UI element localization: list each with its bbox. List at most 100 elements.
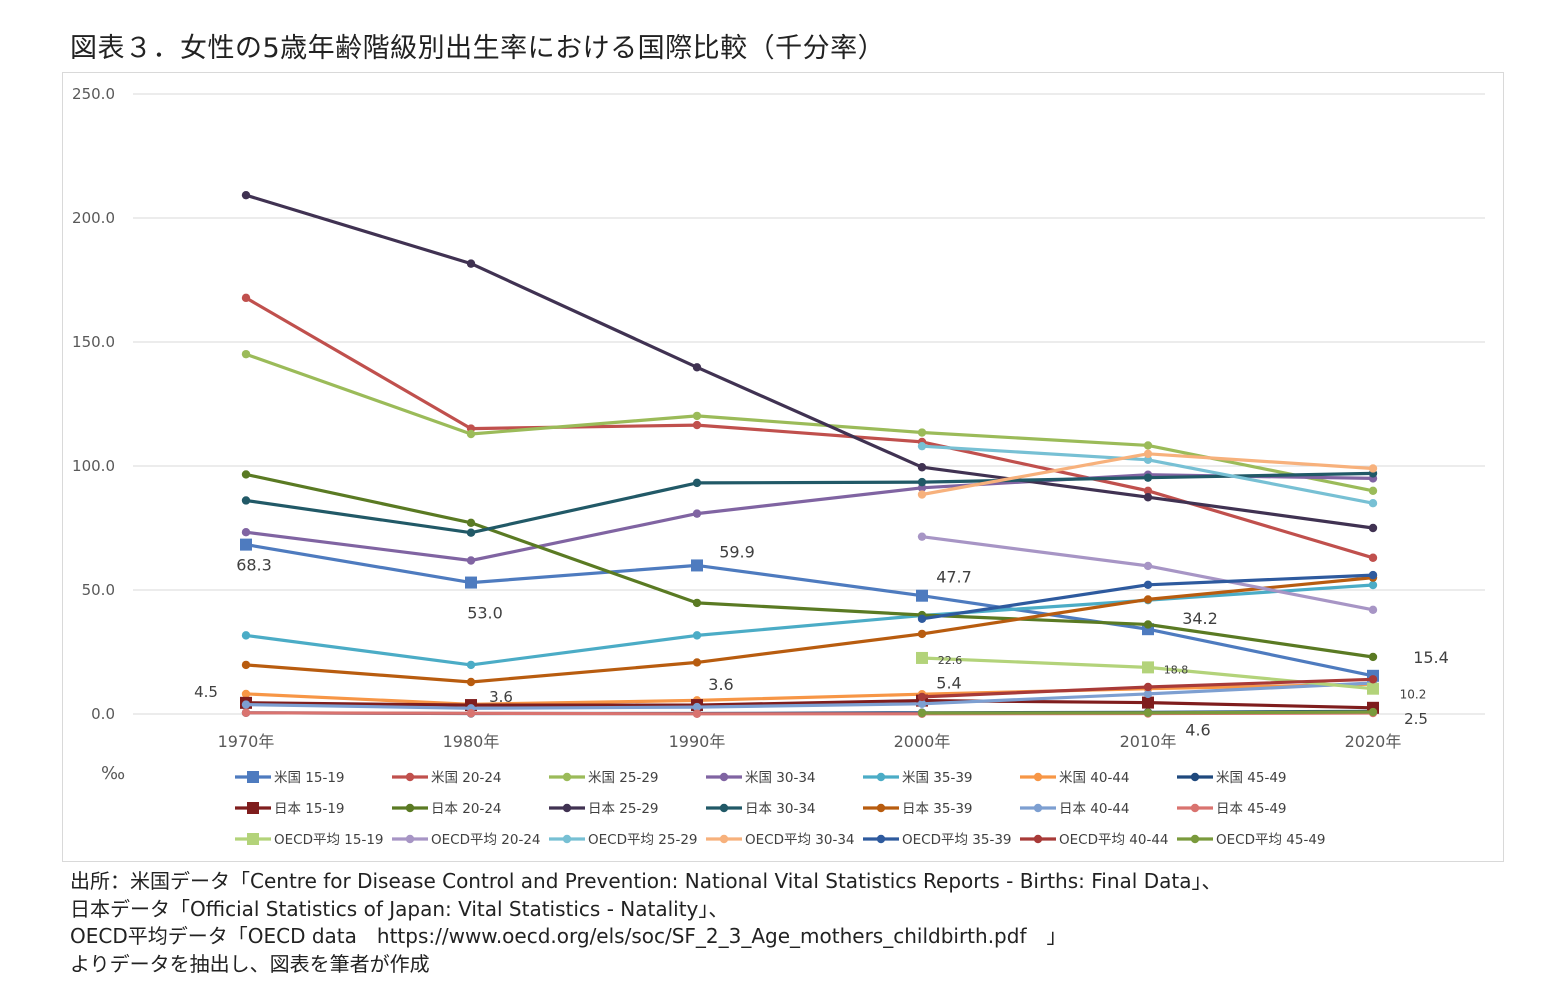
data-point — [241, 190, 251, 200]
legend-item: 日本 30-34 — [706, 801, 816, 817]
series-米国-30-34 — [241, 470, 1378, 565]
legend-item: OECD平均 40-44 — [1020, 832, 1169, 848]
data-point — [1143, 493, 1153, 502]
data-point — [692, 631, 702, 640]
series-OECD平均-45-49 — [917, 707, 1378, 718]
data-point — [466, 518, 476, 527]
data-point — [917, 428, 927, 437]
legend-item: 日本 15-19 — [235, 801, 345, 817]
data-point — [241, 528, 251, 537]
legend-label: OECD平均 25-29 — [588, 832, 698, 848]
data-point — [692, 658, 702, 667]
data-point — [1143, 708, 1153, 717]
legend-label: 日本 20-24 — [431, 801, 502, 817]
data-point — [1368, 570, 1378, 580]
legend-swatch-marker — [405, 803, 415, 813]
legend-swatch-marker — [719, 772, 729, 782]
legend-item: 日本 40-44 — [1020, 801, 1130, 817]
legend-label: 日本 35-39 — [902, 801, 973, 817]
legend-label: 米国 30-34 — [745, 770, 816, 786]
series-日本-20-24 — [241, 470, 1378, 662]
legend-swatch-marker — [247, 833, 259, 845]
legend-item: 米国 40-44 — [1020, 770, 1130, 786]
data-point — [1368, 605, 1378, 615]
legend-swatch-marker — [876, 803, 886, 813]
data-point — [917, 477, 927, 487]
data-point — [241, 689, 251, 699]
data-point — [692, 509, 702, 518]
data-label: 34.2 — [1182, 609, 1218, 628]
data-label: 22.6 — [938, 654, 963, 667]
legend-swatch-marker — [719, 834, 729, 844]
data-point — [1143, 682, 1153, 692]
legend-swatch-marker — [562, 803, 572, 813]
legend-label: OECD平均 15-19 — [274, 832, 384, 848]
series-日本-30-34 — [241, 469, 1378, 537]
legend-label: 米国 20-24 — [431, 770, 502, 786]
data-point — [917, 441, 927, 451]
legend-label: 日本 40-44 — [1059, 801, 1130, 817]
series-米国-15-19 — [240, 538, 1379, 682]
data-label: 3.6 — [489, 688, 513, 706]
legend-swatch-marker — [247, 802, 259, 814]
data-point — [1143, 455, 1153, 464]
chart-frame: 0.0 50.0 100.0 150.0 200.0 250.0 1970年 1980年 199… — [62, 72, 1504, 862]
data-point — [916, 589, 928, 602]
legend-item: 日本 35-39 — [863, 801, 973, 817]
legend-item: 米国 30-34 — [706, 770, 816, 786]
series-line — [244, 472, 1375, 659]
series-line — [244, 193, 1375, 530]
series-日本-35-39 — [241, 573, 1378, 687]
data-point — [917, 532, 927, 541]
data-point — [241, 700, 251, 709]
data-point — [241, 708, 251, 717]
legend-swatch-marker — [562, 772, 572, 782]
x-tick-label: 2000年 — [894, 732, 951, 751]
data-point — [466, 528, 476, 537]
data-point — [466, 677, 476, 687]
legend-label: OECD平均 40-44 — [1059, 832, 1169, 848]
data-point — [1142, 661, 1154, 674]
data-point — [692, 411, 702, 421]
legend-swatch-marker — [247, 771, 259, 783]
data-point — [1143, 580, 1153, 589]
data-label: 59.9 — [719, 542, 755, 561]
data-point — [692, 598, 702, 608]
data-point — [1368, 652, 1378, 662]
legend-swatch-marker — [405, 834, 415, 844]
data-label: 47.7 — [936, 568, 972, 587]
data-point — [1143, 561, 1153, 571]
legend-swatch-marker — [562, 834, 572, 844]
data-point — [917, 699, 927, 709]
series-OECD平均-35-39 — [917, 570, 1378, 623]
data-point — [241, 293, 251, 303]
data-label: 2.5 — [1404, 710, 1428, 728]
data-point — [917, 692, 927, 702]
data-point — [916, 651, 928, 664]
data-point — [241, 470, 251, 479]
data-point — [1368, 499, 1378, 508]
gridlines — [133, 93, 1485, 715]
legend-swatch-marker — [1033, 772, 1043, 782]
data-point — [1368, 486, 1378, 495]
legend-item: OECD平均 45-49 — [1177, 832, 1326, 848]
data-point — [692, 709, 702, 718]
series-line — [244, 296, 1375, 560]
series-OECD平均-20-24 — [917, 532, 1378, 615]
legend-swatch-marker — [405, 772, 415, 782]
data-point — [1143, 620, 1153, 629]
legend-item: 米国 25-29 — [549, 770, 659, 786]
y-tick-label: 150.0 — [72, 333, 115, 351]
legend-item: OECD平均 35-39 — [863, 832, 1012, 848]
legend-swatch-marker — [719, 803, 729, 813]
data-label: 10.2 — [1400, 688, 1427, 702]
legend-item: 米国 35-39 — [863, 770, 973, 786]
data-point — [466, 429, 476, 439]
series-line — [244, 471, 1375, 535]
data-point — [466, 709, 476, 718]
legend-item: OECD平均 25-29 — [549, 832, 698, 848]
data-point — [1368, 580, 1378, 590]
legend-swatch-marker — [876, 772, 886, 782]
legend-label: OECD平均 30-34 — [745, 832, 855, 848]
y-tick-label: 200.0 — [72, 209, 115, 227]
